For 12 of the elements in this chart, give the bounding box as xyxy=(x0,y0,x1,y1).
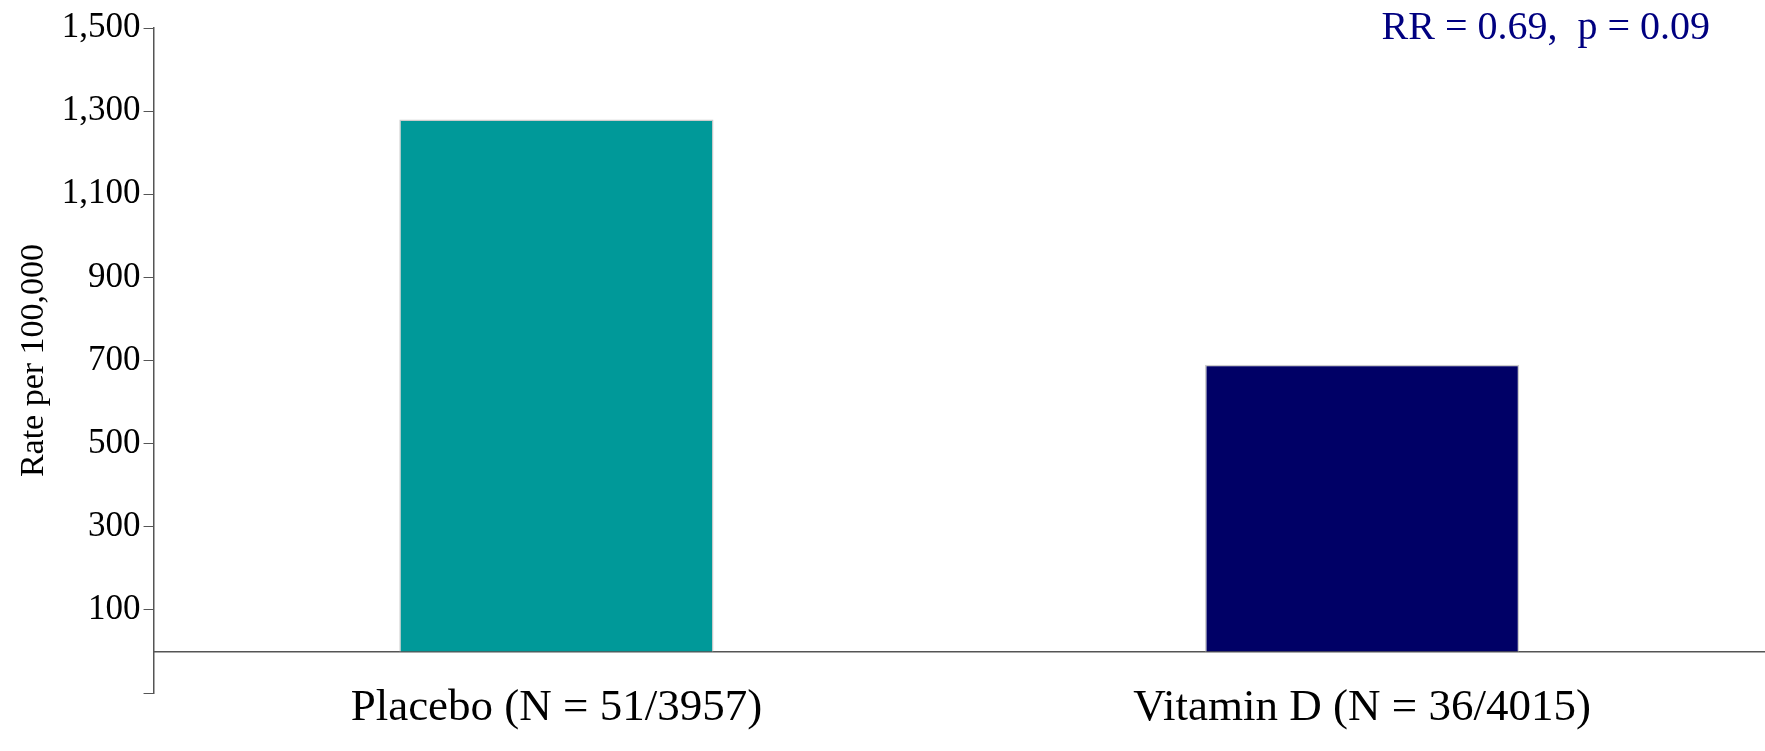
x-tick-label: Placebo (N = 51/3957) xyxy=(350,680,763,731)
x-tick-label: Vitamin D (N = 36/4015) xyxy=(1133,680,1591,731)
y-tick-label: 1,100 xyxy=(61,172,141,212)
y-tick-label: 500 xyxy=(88,421,141,461)
y-axis-title: Rate per 100,000 xyxy=(13,243,51,478)
y-tick-label: 100 xyxy=(88,588,141,628)
y-tick-label: 700 xyxy=(88,338,141,378)
y-tick-label: 1,500 xyxy=(61,6,141,46)
y-tick-label: 900 xyxy=(88,255,141,295)
y-tick-label: 300 xyxy=(88,504,141,544)
annotation: RR = 0.69, p = 0.09 xyxy=(1381,2,1710,48)
y-tick-label: 1,300 xyxy=(61,89,141,129)
